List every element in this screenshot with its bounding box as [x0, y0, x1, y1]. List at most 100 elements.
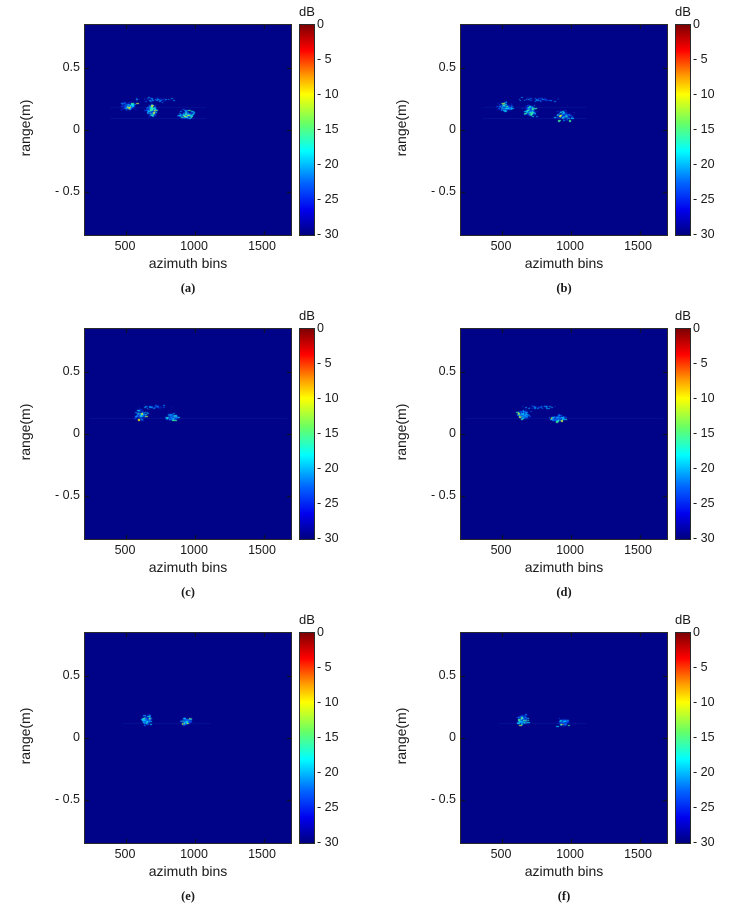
colorbar-tick-label: - 15	[693, 730, 715, 744]
colorbar-tick-label: - 5	[693, 660, 708, 674]
colorbar-tick-label: - 10	[317, 695, 339, 709]
panel-caption: (b)	[556, 281, 572, 295]
x-axis-label: azimuth bins	[148, 559, 228, 575]
colorbar-tick-label: - 25	[693, 800, 715, 814]
y-tick-label: - 0.5	[54, 792, 80, 806]
colorbar-tick-label: - 10	[693, 391, 715, 405]
panel-d: range(m) 0.5 0 - 0.5 500 1000 1500 azimu…	[376, 304, 751, 608]
panel-b: range(m) 0.5 0 - 0.5 500 1000 1500 azimu…	[376, 0, 751, 304]
colorbar-tick-label: 0	[317, 321, 324, 335]
colorbar-tick-label: - 5	[693, 52, 708, 66]
x-axis-label: azimuth bins	[148, 255, 228, 271]
x-tick-label: 1500	[624, 543, 652, 557]
x-tick-label: 500	[490, 543, 512, 557]
colorbar-tick-label: - 10	[693, 695, 715, 709]
y-tick-label: 0	[449, 122, 456, 136]
y-axis-label: range(m)	[17, 403, 33, 461]
x-tick-label: 1000	[180, 847, 208, 861]
panel-caption: (c)	[181, 585, 195, 599]
colorbar	[299, 632, 315, 844]
x-axis-label: azimuth bins	[524, 863, 604, 879]
colorbar-tick-label: - 30	[693, 227, 715, 241]
x-axis-label: azimuth bins	[524, 559, 604, 575]
colorbar	[299, 24, 315, 236]
x-tick-label: 1000	[556, 543, 584, 557]
colorbar-tick-label: - 20	[317, 461, 339, 475]
y-tick-label: 0	[449, 730, 456, 744]
colorbar-unit-label: dB	[675, 612, 691, 627]
colorbar-tick-label: - 10	[693, 87, 715, 101]
colorbar-tick-label: - 10	[317, 87, 339, 101]
x-tick-label: 1000	[180, 239, 208, 253]
colorbar-tick-label: - 20	[693, 765, 715, 779]
y-axis-label: range(m)	[17, 707, 33, 765]
colorbar-tick-label: - 5	[317, 52, 332, 66]
y-axis-label: range(m)	[393, 403, 409, 461]
colorbar-unit-label: dB	[299, 4, 315, 19]
colorbar-tick-label: - 5	[317, 356, 332, 370]
panel-caption: (d)	[556, 585, 572, 599]
panel-caption: (f)	[557, 889, 571, 903]
colorbar	[675, 328, 691, 540]
colorbar-unit-label: dB	[299, 612, 315, 627]
y-tick-label: 0	[73, 122, 80, 136]
heatmap-canvas	[460, 632, 668, 844]
x-axis-label: azimuth bins	[148, 863, 228, 879]
colorbar-tick-label: - 30	[317, 531, 339, 545]
x-tick-label: 1500	[624, 847, 652, 861]
y-tick-label: - 0.5	[430, 792, 456, 806]
x-tick-label: 1500	[248, 847, 276, 861]
colorbar-tick-label: - 25	[317, 192, 339, 206]
panel-caption: (e)	[181, 889, 195, 903]
colorbar-tick-label: 0	[317, 17, 324, 31]
x-tick-label: 1000	[180, 543, 208, 557]
panel-e: range(m) 0.5 0 - 0.5 500 1000 1500 azimu…	[0, 608, 375, 912]
y-tick-label: 0.5	[438, 364, 456, 378]
y-tick-label: - 0.5	[430, 488, 456, 502]
colorbar-tick-label: 0	[693, 17, 700, 31]
colorbar	[675, 24, 691, 236]
colorbar-tick-label: - 25	[317, 496, 339, 510]
y-axis-label: range(m)	[393, 707, 409, 765]
colorbar	[299, 328, 315, 540]
colorbar	[675, 632, 691, 844]
y-tick-label: 0.5	[62, 364, 80, 378]
y-tick-label: 0	[73, 730, 80, 744]
x-tick-label: 500	[490, 847, 512, 861]
colorbar-tick-label: - 20	[693, 461, 715, 475]
x-tick-label: 1500	[248, 239, 276, 253]
x-tick-label: 1500	[248, 543, 276, 557]
colorbar-tick-label: - 30	[317, 227, 339, 241]
colorbar-tick-label: - 25	[693, 496, 715, 510]
panel-a: range(m) 0.5 0 - 0.5 500 1000 1500 azimu…	[0, 0, 375, 304]
y-tick-label: - 0.5	[54, 184, 80, 198]
colorbar-unit-label: dB	[299, 308, 315, 323]
y-tick-label: - 0.5	[430, 184, 456, 198]
colorbar-tick-label: - 15	[317, 122, 339, 136]
colorbar-tick-label: - 10	[317, 391, 339, 405]
colorbar-tick-label: - 15	[693, 122, 715, 136]
y-tick-label: 0	[449, 426, 456, 440]
panel-c: range(m) 0.5 0 - 0.5 500 1000 1500 azimu…	[0, 304, 375, 608]
heatmap-canvas	[460, 328, 668, 540]
colorbar-tick-label: - 25	[693, 192, 715, 206]
colorbar-tick-label: - 30	[693, 531, 715, 545]
colorbar-tick-label: - 5	[317, 660, 332, 674]
y-tick-label: 0.5	[438, 60, 456, 74]
colorbar-tick-label: - 20	[317, 157, 339, 171]
y-tick-label: 0.5	[438, 668, 456, 682]
y-tick-label: - 0.5	[54, 488, 80, 502]
colorbar-tick-label: - 20	[693, 157, 715, 171]
x-axis-label: azimuth bins	[524, 255, 604, 271]
panel-caption: (a)	[180, 281, 196, 295]
x-tick-label: 500	[114, 847, 136, 861]
heatmap-canvas	[84, 328, 292, 540]
colorbar-unit-label: dB	[675, 4, 691, 19]
colorbar-tick-label: 0	[693, 321, 700, 335]
panel-f: range(m) 0.5 0 - 0.5 500 1000 1500 azimu…	[376, 608, 751, 912]
colorbar-tick-label: - 30	[317, 835, 339, 849]
y-tick-label: 0.5	[62, 668, 80, 682]
colorbar-tick-label: 0	[693, 625, 700, 639]
y-tick-label: 0.5	[62, 60, 80, 74]
